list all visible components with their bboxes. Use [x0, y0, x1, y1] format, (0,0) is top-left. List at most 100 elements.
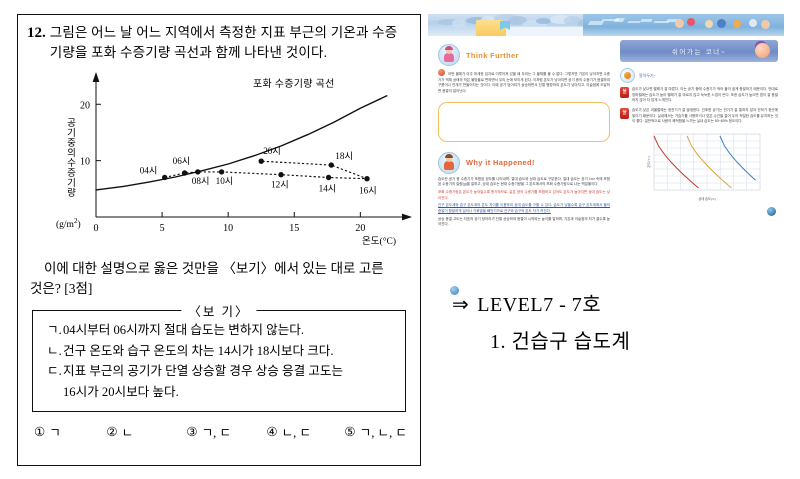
fire-mark-icon: 불 [620, 108, 629, 119]
why-it-happened-body: 습도란 공기 중 수증기가 포함된 정도를 나타내며, 절대 습도와 상대 습도… [438, 177, 610, 228]
svg-text:5: 5 [160, 223, 165, 234]
character-decoration-icon [733, 20, 741, 28]
why-it-happened-title: Why it Happened! [466, 158, 535, 167]
bogi-statement: ㄷ.지표 부근의 공기가 단열 상승할 경우 상승 응결 고도는 [47, 361, 401, 381]
streak-decoration-icon [627, 21, 640, 23]
svg-text:12시: 12시 [271, 180, 289, 190]
answer-choice-label: ㄱ, ㄴ, ㄷ [360, 422, 407, 441]
answer-choice-row: ① ㄱ ② ㄴ ③ ㄱ, ㄷ ④ ㄴ, ㄷ ⑤ ㄱ, ㄴ, ㄷ [34, 422, 407, 441]
fire-mark-icon: 불 [620, 87, 629, 98]
humidity-mini-chart: 온도(°C) 상대 습도(%) [620, 130, 778, 208]
screenshot-root: 12. 그림은 어느 날 어느 지역에서 측정한 지표 부근의 기온과 수증기량… [0, 0, 800, 479]
svg-text:온도(°C): 온도(°C) [362, 236, 396, 247]
svg-text:온도(°C): 온도(°C) [647, 156, 651, 167]
small-avatar-icon [620, 68, 635, 83]
exam-question-panel: 12. 그림은 어느 날 어느 지역에서 측정한 지표 부근의 기온과 수증기량… [17, 14, 421, 466]
saturation-curve-figure: 공기중의수증기량 (g/m2) 포화 수증기량 곡선 0 5 10 15 20 10 20 온… [18, 65, 422, 255]
caption-block: ⇒ LEVEL7 - 7호 1. 건습구 습도계 [452, 288, 630, 354]
svg-text:04시: 04시 [140, 165, 158, 175]
character-decoration-icon [705, 20, 713, 28]
answer-choice-number: ③ [186, 424, 197, 440]
character-decoration-icon [675, 19, 684, 28]
corner-item-text: 습도가 낮으면 빨래가 잘 마른다. 이는 공기 중에 수증기가 적어 물이 쉽… [632, 87, 778, 104]
answer-choice[interactable]: ①ㄱ [34, 422, 106, 441]
cloud-decoration-icon [536, 18, 551, 24]
why-paragraph: 상승 응결 고도는 지표의 공기 덩어리가 단열 상승하여 응결이 시작되는 높… [438, 217, 610, 228]
think-further-body: 어떤 물체가 아주 미세한 입자로 이루어져 있을 때 우리는 그 물체를 볼 … [438, 69, 610, 95]
prompt-line-1: 이에 대한 설명으로 옳은 것만을 〈보기〉에서 있는 대로 고른 [30, 259, 408, 279]
caption-line-2: 1. 건습구 습도계 [452, 325, 630, 354]
orange-bullet-icon [438, 69, 445, 76]
page-number-dot-icon [767, 207, 776, 216]
svg-text:10: 10 [223, 223, 233, 234]
why-paragraph: 건구 온도계와 습구 온도계의 온도 차이를 이용하여 상대 습도를 구할 수 … [438, 203, 610, 214]
balloon-icon [755, 43, 770, 58]
svg-text:08시: 08시 [192, 176, 210, 186]
question-text: 그림은 어느 날 어느 지역에서 측정한 지표 부근의 기온과 수증기량을 포화… [50, 23, 410, 63]
bogi-marker: ㄴ. [47, 341, 63, 361]
corner-subheader: 알아두기~ [620, 68, 778, 83]
svg-text:20시: 20시 [263, 146, 281, 156]
svg-text:14시: 14시 [319, 183, 337, 193]
header-illustration [583, 14, 784, 36]
answer-input-box[interactable] [438, 102, 610, 142]
answer-choice-label: ㄴ [122, 422, 134, 441]
streak-decoration-icon [588, 21, 604, 25]
answer-choice[interactable]: ④ ㄴ, ㄷ [266, 422, 344, 441]
answer-choice[interactable]: ②ㄴ [106, 422, 186, 441]
bogi-marker: ㄷ. [47, 361, 63, 381]
workbook-left-column: Think Further 어떤 물체가 아주 미세한 입자로 이루어져 있을 … [438, 44, 610, 230]
answer-choice-number: ① [34, 424, 45, 440]
mini-chart-svg: 온도(°C) 상대 습도(%) [620, 130, 778, 208]
answer-choice-number: ⑤ [344, 424, 355, 440]
student-avatar-icon [438, 44, 460, 66]
svg-text:10: 10 [80, 157, 90, 168]
answer-choice-label: ㄴ, ㄷ [282, 422, 311, 441]
answer-choice-number: ② [106, 424, 117, 440]
character-decoration-icon [749, 19, 757, 27]
chart-svg: 0 5 10 15 20 10 20 온도(°C) 04시 06시08시 10시 12시 14시 16시 1… [18, 65, 422, 255]
bogi-marker: ㄱ. [47, 320, 63, 340]
think-further-header: Think Further [438, 44, 610, 66]
cloud-decoration-icon [452, 19, 465, 29]
workbook-right-column: 쉬어가는 코너~ 알아두기~ 불 습도가 낮으면 빨래가 잘 마른다. 이는 공기… [620, 40, 778, 208]
svg-text:0: 0 [94, 223, 99, 234]
svg-text:18시: 18시 [335, 151, 353, 161]
bogi-statement-cont: 16시가 20시보다 높다. [47, 382, 401, 402]
why-it-happened-header: Why it Happened! [438, 152, 610, 174]
corner-banner: 쉬어가는 코너~ [620, 40, 778, 62]
streak-decoration-icon [614, 18, 625, 22]
corner-items: 불 습도가 낮으면 빨래가 잘 마른다. 이는 공기 중에 수증기가 적어 물이 … [620, 87, 778, 125]
arrow-right-icon: ⇒ [452, 294, 469, 316]
bogi-section: 〈보 기〉 ㄱ.04시부터 06시까지 절대 습도는 변하지 않는다. ㄴ.건구 … [32, 310, 406, 412]
prompt-line-2: 것은? [3점] [30, 281, 92, 296]
workbook-page-scan: KAIST LEVEL Think Further 어떤 물체가 아주 미세한 … [428, 14, 784, 272]
teacher-avatar-icon [438, 152, 460, 174]
svg-text:15: 15 [289, 223, 299, 234]
answer-choice-label: ㄱ, ㄷ [202, 422, 231, 441]
bogi-statement: ㄴ.건구 온도와 습구 온도의 차는 14시가 18시보다 크다. [47, 341, 401, 361]
corner-item-text: 습도가 낮은 겨울철에는 정전기가 잘 발생한다. 건조한 공기는 전기가 잘 … [632, 108, 778, 125]
caption-line-1: ⇒ LEVEL7 - 7호 [452, 288, 630, 317]
question-prompt: 이에 대한 설명으로 옳은 것만을 〈보기〉에서 있는 대로 고른 것은? [3… [18, 255, 420, 300]
streak-decoration-icon [640, 19, 652, 22]
page-header-band: KAIST LEVEL [428, 14, 784, 36]
corner-item: 불 습도가 낮은 겨울철에는 정전기가 잘 발생한다. 건조한 공기는 전기가 잘… [620, 108, 778, 125]
bogi-title: 〈보 기〉 [181, 301, 256, 320]
think-further-title: Think Further [466, 51, 519, 60]
bogi-statement: ㄱ.04시부터 06시까지 절대 습도는 변하지 않는다. [47, 320, 401, 340]
corner-subheader-text: 알아두기~ [639, 73, 656, 79]
answer-choice[interactable]: ③ ㄱ, ㄷ [186, 422, 266, 441]
answer-choice[interactable]: ⑤ ㄱ, ㄴ, ㄷ [344, 422, 407, 441]
question-header: 12. 그림은 어느 날 어느 지역에서 측정한 지표 부근의 기온과 수증기량… [18, 15, 420, 63]
question-number: 12. [27, 23, 46, 63]
svg-text:06시: 06시 [173, 156, 191, 166]
corner-banner-text: 쉬어가는 코너~ [672, 46, 726, 56]
bogi-box: ㄱ.04시부터 06시까지 절대 습도는 변하지 않는다. ㄴ.건구 온도와 습구… [32, 310, 406, 412]
answer-choice-number: ④ [266, 424, 277, 440]
character-decoration-icon [761, 20, 770, 29]
svg-text:상대 습도(%): 상대 습도(%) [698, 196, 715, 201]
svg-text:20: 20 [80, 100, 90, 111]
svg-text:16시: 16시 [359, 186, 377, 196]
character-decoration-icon [717, 19, 726, 28]
